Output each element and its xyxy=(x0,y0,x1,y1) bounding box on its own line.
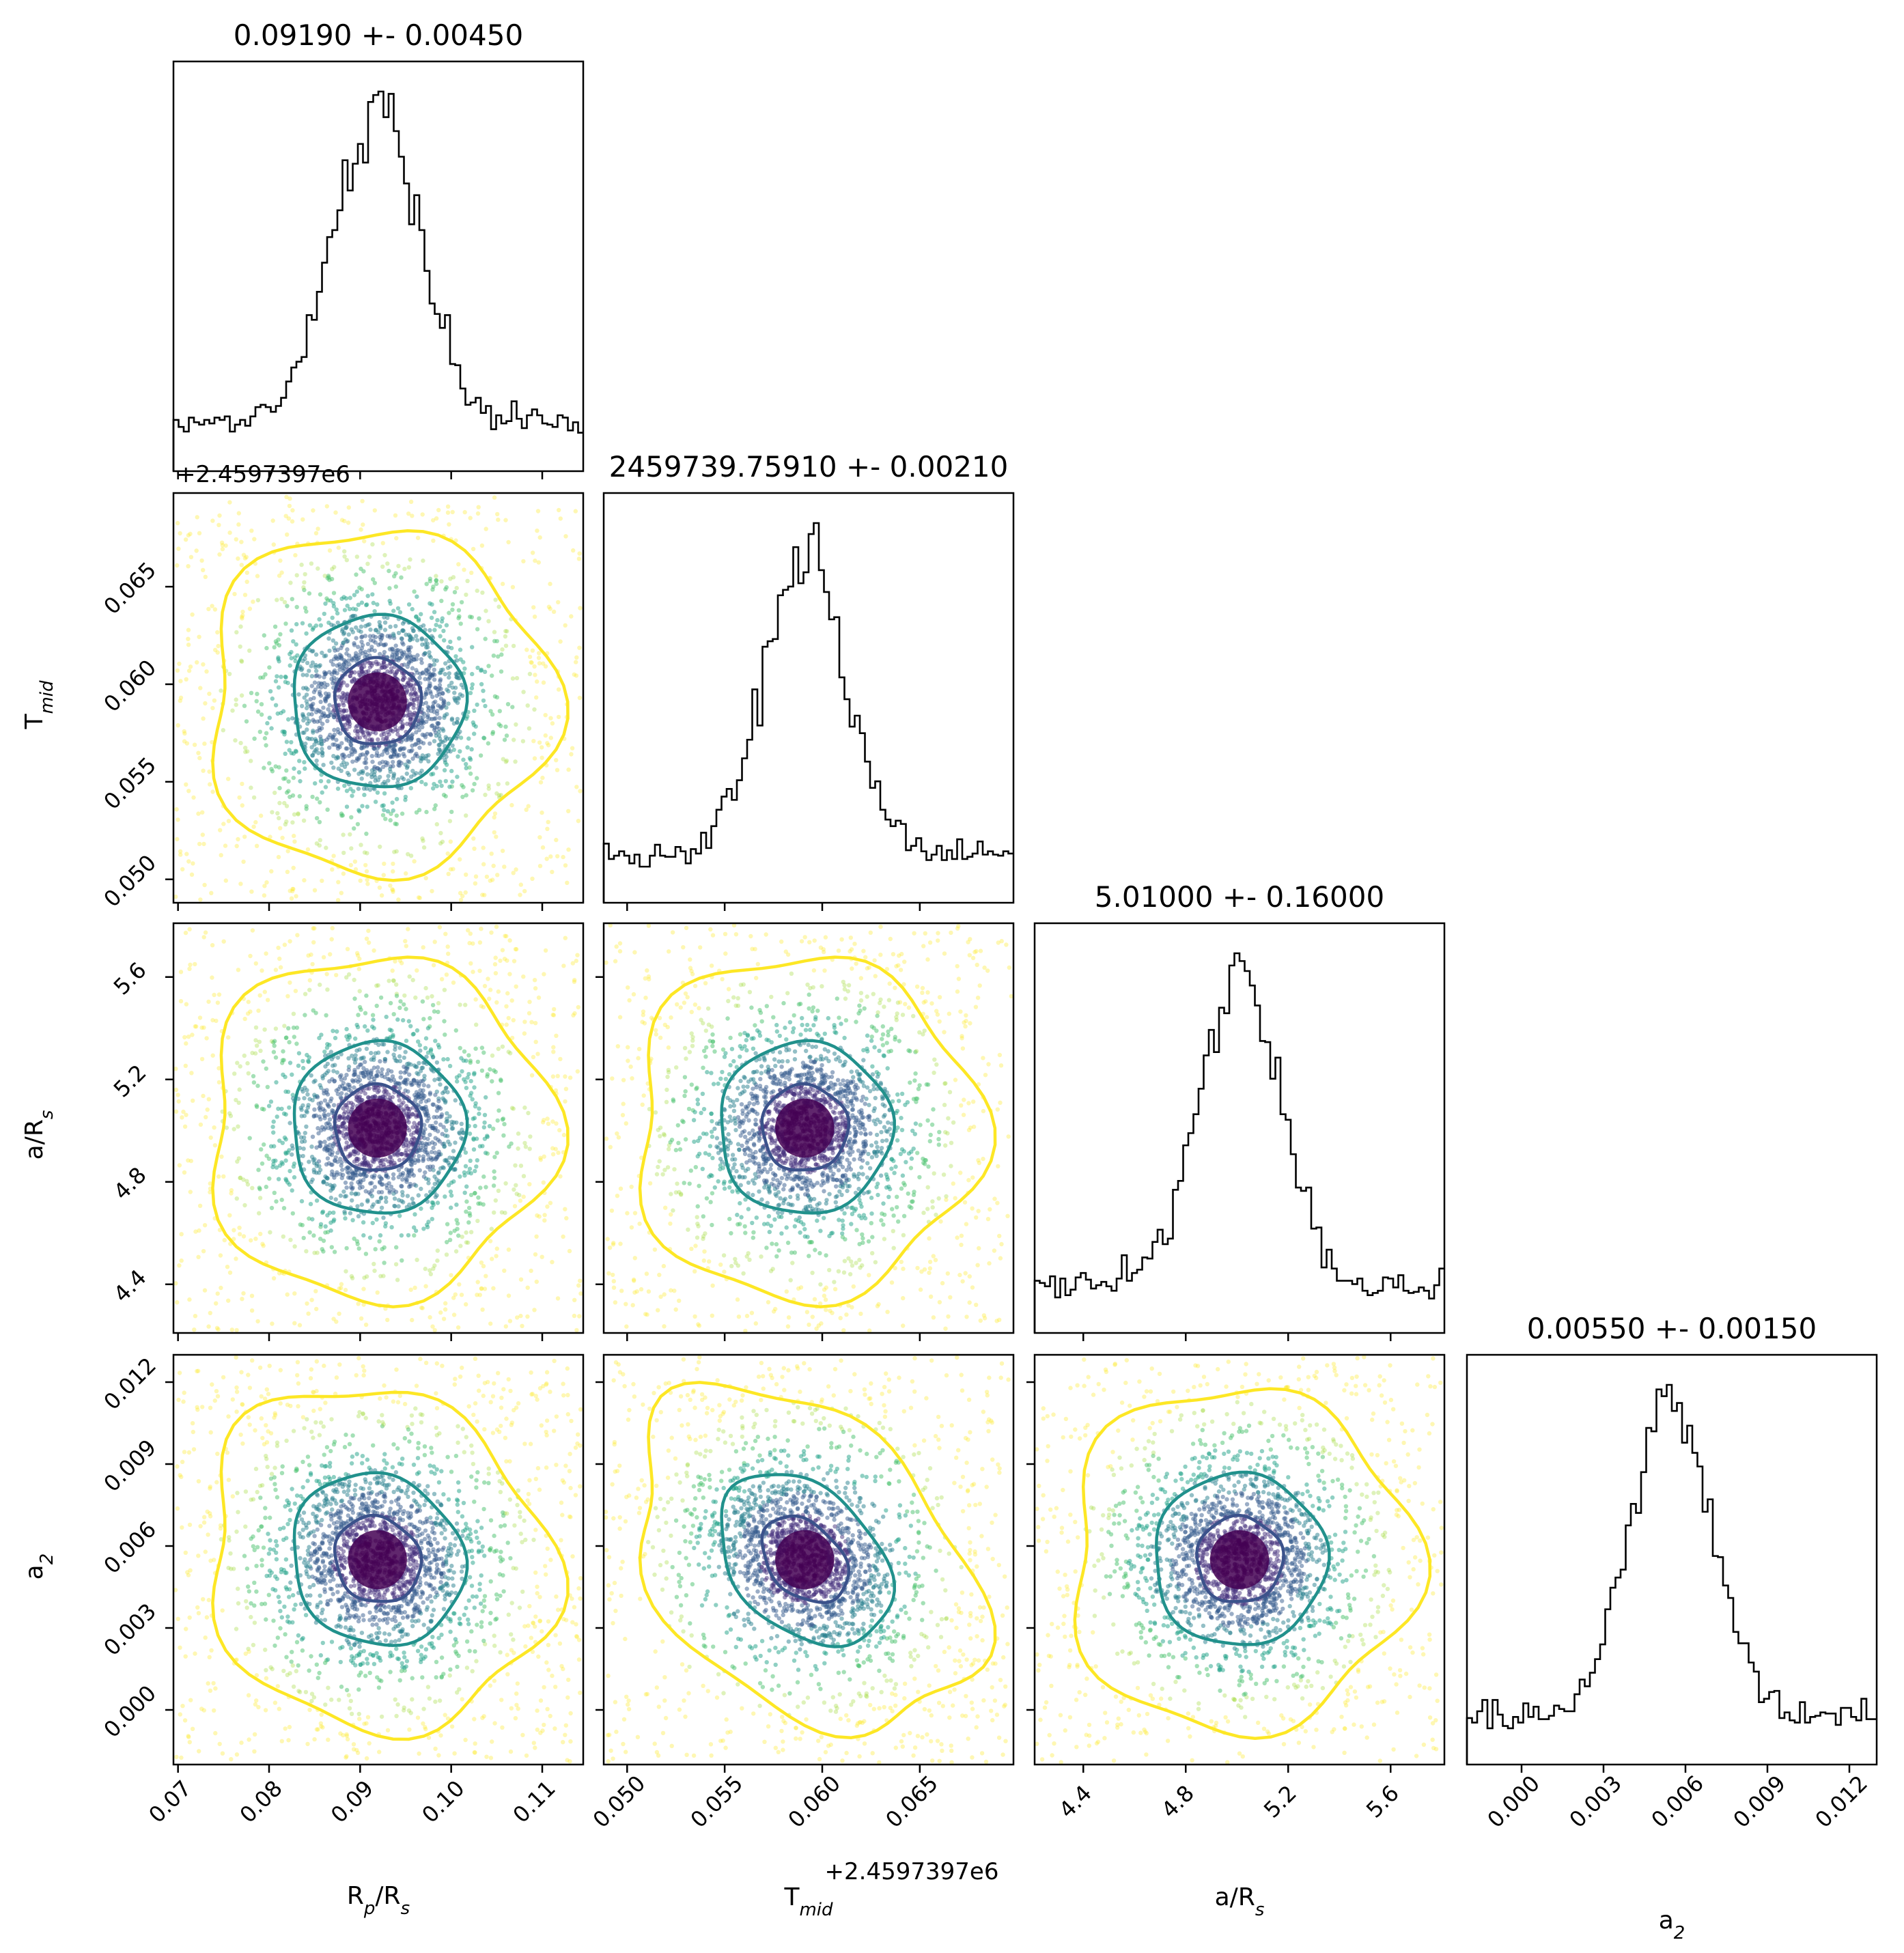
panel-frame xyxy=(1466,1353,1878,1766)
scatter-panel-a_rs-vs-rp_rs: 4.4 4.8 5.2 5.6 xyxy=(109,922,585,1341)
y-tick-label: 0.003 xyxy=(98,1598,161,1661)
density-core xyxy=(348,672,407,731)
y-axis-label-a_rs: a/Rs xyxy=(20,1110,57,1160)
y-tick-label: 0.060 xyxy=(98,654,161,717)
y-tick-label: 0.000 xyxy=(98,1680,161,1743)
x-tick-label: 0.10 xyxy=(417,1775,469,1828)
panel-frame xyxy=(172,1353,585,1766)
contour-3 xyxy=(211,529,570,882)
scatter-panel-a2-vs-a_rs: 4.4 4.8 5.2 5.6 xyxy=(1026,1353,1446,1823)
y-tick-label: 0.055 xyxy=(98,752,161,815)
x-tick-label: 0.07 xyxy=(143,1775,196,1828)
y-tick-label: 4.8 xyxy=(109,1162,152,1205)
scatter-panel-a2-vs-t_mid: 0.050 0.055 0.060 0.065 xyxy=(588,1353,1015,1833)
x-tick-label: 5.2 xyxy=(1259,1780,1302,1823)
density-core xyxy=(1209,1530,1270,1590)
x-tick-label: 0.065 xyxy=(880,1770,943,1833)
contour-3 xyxy=(211,1390,570,1741)
x-tick-label: 4.4 xyxy=(1054,1780,1097,1823)
y-axis-label-a2: a2 xyxy=(20,1554,57,1580)
x-axis-label-t_mid: Tmid xyxy=(783,1883,833,1920)
contour-1 xyxy=(1195,1513,1285,1603)
contour-3 xyxy=(638,955,997,1308)
contour-2 xyxy=(292,1471,469,1647)
histogram-panel-a2: 0.00550 +- 0.00150 0.000 0.003 0.006 0.009 0.… xyxy=(1466,1312,1878,1833)
y-tick-label: 0.006 xyxy=(98,1516,161,1579)
x-tick-label: 0.060 xyxy=(783,1770,845,1833)
x-tick-label: 0.09 xyxy=(326,1775,378,1828)
x-tick-label: 0.055 xyxy=(686,1770,748,1833)
contour-1 xyxy=(760,1082,851,1172)
y-tick-label: 0.012 xyxy=(98,1352,161,1415)
panel-frame xyxy=(172,492,585,904)
contour-3 xyxy=(638,1381,997,1739)
density-core xyxy=(775,1530,835,1590)
offset-text-x: +2.4597397e6 xyxy=(825,1858,999,1885)
y-tick-label: 4.4 xyxy=(109,1265,152,1308)
histogram-line xyxy=(1466,1383,1877,1765)
histogram-panel-t_mid: 2459739.75910 +- 0.00210 xyxy=(602,450,1015,911)
density-core xyxy=(775,1098,835,1158)
scatter-panel-a_rs-vs-t_mid xyxy=(596,922,1015,1341)
x-tick-label: 0.000 xyxy=(1482,1770,1545,1833)
histogram-line xyxy=(602,522,1013,903)
x-tick-label: 5.6 xyxy=(1361,1780,1404,1823)
contour-1 xyxy=(333,656,423,746)
histogram-panel-a_rs: 5.01000 +- 0.16000 xyxy=(1033,880,1446,1341)
contour-2 xyxy=(720,1039,896,1215)
contour-3 xyxy=(211,955,570,1308)
x-axis-label-rp_rs: Rp/Rs xyxy=(347,1882,410,1919)
panel-title: 0.00550 +- 0.00150 xyxy=(1527,1312,1817,1345)
panel-frame xyxy=(602,922,1015,1334)
panel-title: 2459739.75910 +- 0.00210 xyxy=(609,450,1009,483)
histogram-line xyxy=(1033,952,1444,1333)
contour-2 xyxy=(1155,1470,1331,1646)
y-tick-label: 0.050 xyxy=(98,849,161,912)
panel-frame xyxy=(1033,1353,1446,1766)
y-tick-label: 0.009 xyxy=(98,1434,161,1497)
scatter-panel-t_mid-vs-rp_rs: 0.050 0.055 0.060 0.065 xyxy=(98,492,585,912)
density-core xyxy=(348,1098,407,1158)
panel-frame xyxy=(172,922,585,1334)
panel-title: 5.01000 +- 0.16000 xyxy=(1095,880,1384,914)
contour-1 xyxy=(333,1082,423,1172)
density-core xyxy=(348,1530,407,1590)
scatter-points xyxy=(173,1355,583,1764)
offset-text-y: +2.4597397e6 xyxy=(176,461,350,488)
scatter-panel-a2-vs-rp_rs: 0.07 0.08 0.09 0.10 0.11 0.000 0.003 0.006 0.009… xyxy=(98,1352,585,1828)
y-axis-label-t_mid: Tmid xyxy=(20,680,57,730)
x-tick-label: 0.003 xyxy=(1564,1770,1627,1833)
x-axis-label-a_rs: a/Rs xyxy=(1215,1883,1265,1920)
histogram-panel-rp_rs: 0.09190 +- 0.00450 xyxy=(172,18,585,479)
histogram-line xyxy=(172,90,583,471)
x-tick-label: 0.012 xyxy=(1810,1770,1873,1833)
x-tick-label: 0.009 xyxy=(1728,1770,1791,1833)
x-tick-label: 4.8 xyxy=(1156,1780,1199,1823)
contour-2 xyxy=(292,613,469,789)
panel-frame xyxy=(172,60,585,473)
y-tick-label: 5.2 xyxy=(109,1060,152,1103)
x-axis-label-a2: a2 xyxy=(1659,1907,1685,1943)
contour-2 xyxy=(720,1473,896,1648)
panel-frame xyxy=(602,492,1015,904)
contour-1 xyxy=(333,1513,423,1603)
x-tick-label: 0.050 xyxy=(588,1770,651,1833)
y-tick-label: 0.065 xyxy=(98,557,161,620)
x-tick-label: 0.11 xyxy=(508,1775,561,1828)
contour-1 xyxy=(760,1514,851,1605)
x-tick-label: 0.006 xyxy=(1646,1770,1709,1833)
panel-title: 0.09190 +- 0.00450 xyxy=(234,18,523,52)
contour-3 xyxy=(1073,1387,1432,1740)
x-tick-label: 0.08 xyxy=(235,1775,288,1828)
panel-frame xyxy=(1033,922,1446,1334)
y-tick-label: 5.6 xyxy=(109,957,152,1000)
panel-frame xyxy=(602,1353,1015,1766)
scatter-points xyxy=(173,494,583,903)
contour-2 xyxy=(292,1039,469,1215)
